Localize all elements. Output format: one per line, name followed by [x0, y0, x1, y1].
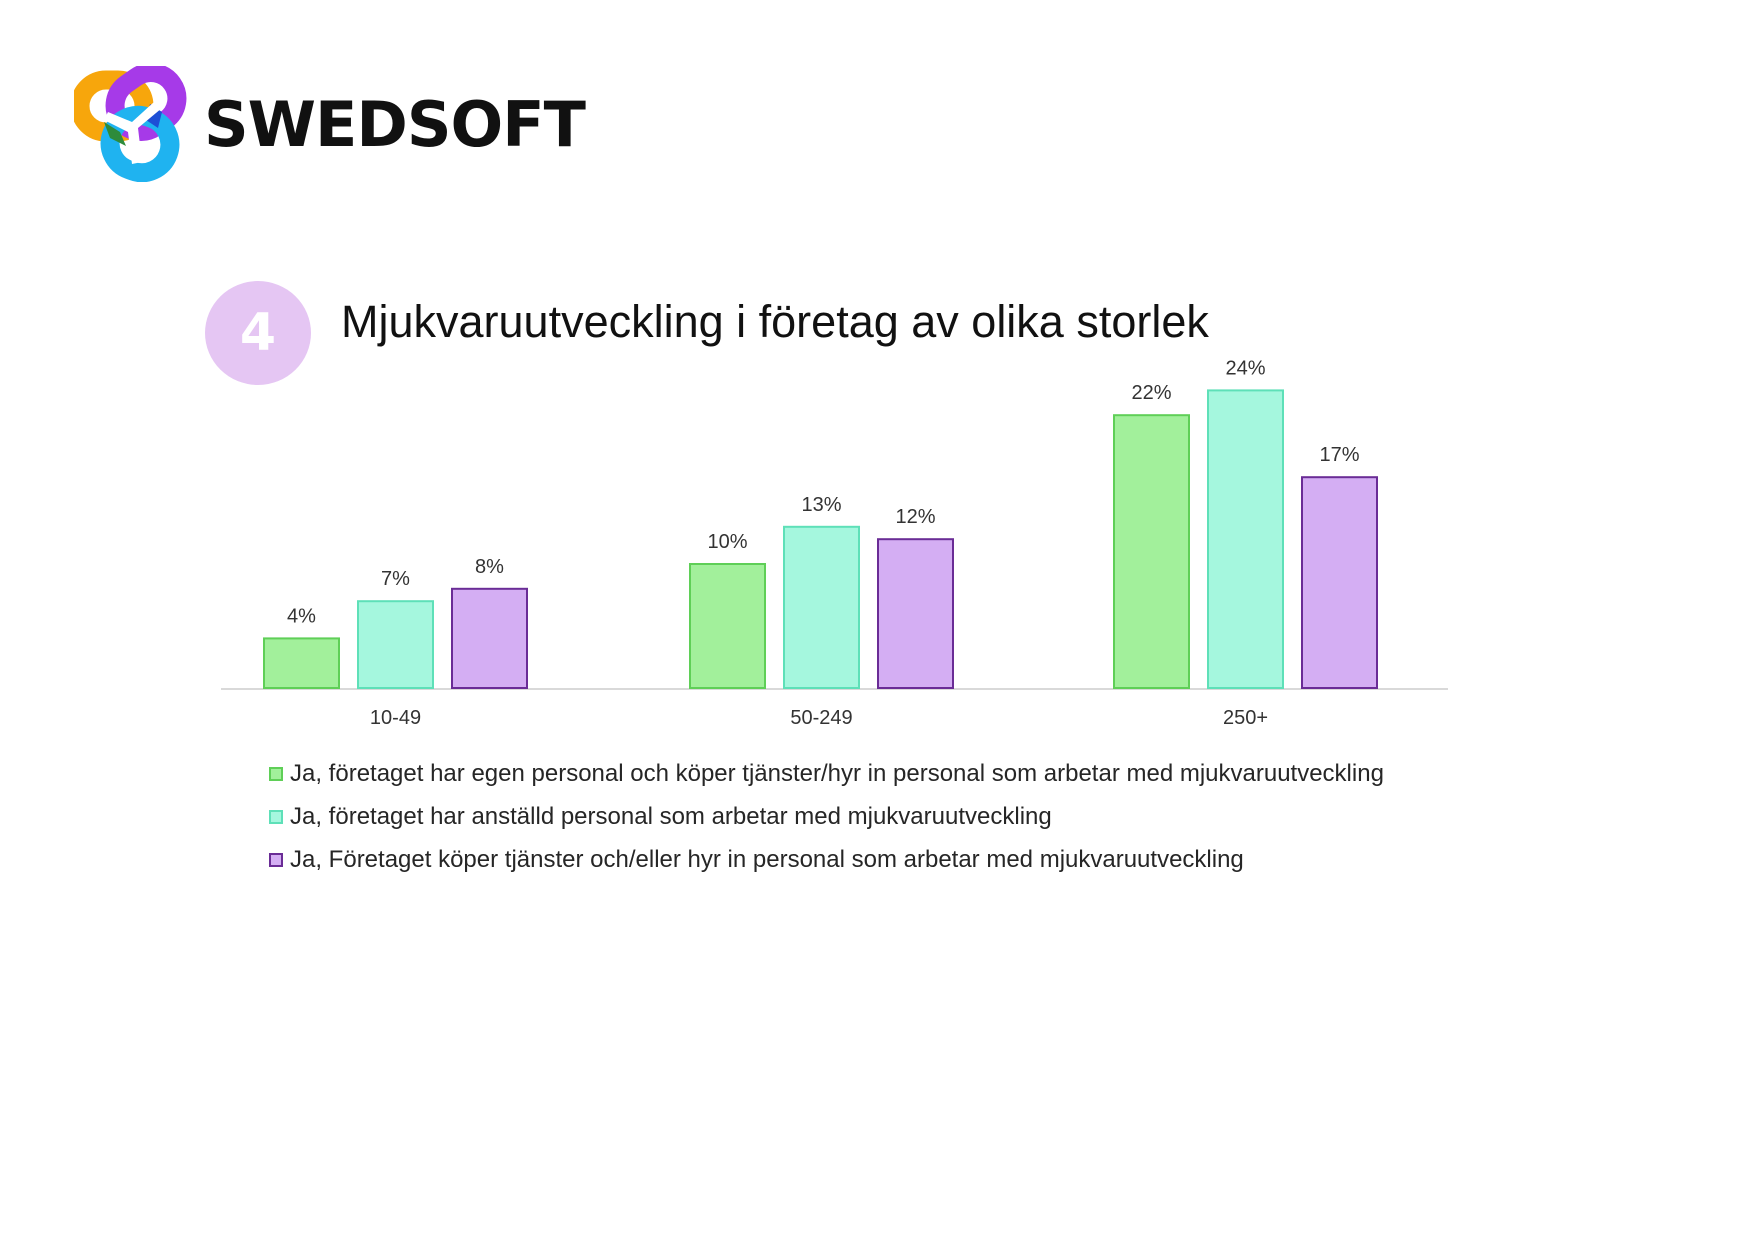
swedsoft-logo-icon: [74, 66, 187, 182]
value-label-3-10-49: 8%: [475, 556, 504, 578]
value-label-1-10-49: 4%: [287, 605, 316, 627]
chart-title: Mjukvaruutveckling i företag av olika st…: [341, 296, 1209, 347]
brand: SWEDSOFT: [74, 66, 586, 182]
category-label-50-249: 50-249: [790, 707, 852, 729]
value-label-3-50-249: 12%: [895, 506, 935, 528]
value-label-3-250+: 17%: [1319, 444, 1359, 466]
bar-2-250+: [1207, 389, 1284, 689]
value-label-1-50-249: 10%: [707, 531, 747, 553]
legend-item-3: Ja, Företaget köper tjänster och/eller h…: [269, 838, 1384, 881]
brand-name: SWEDSOFT: [204, 87, 586, 161]
chart-legend: Ja, företaget har egen personal och köpe…: [269, 752, 1384, 881]
figure-number: 4: [239, 303, 277, 363]
value-label-2-250+: 24%: [1225, 357, 1265, 379]
bar-3-10-49: [451, 587, 528, 689]
bar-chart: 4% 7% 8% 10-49 10% 13% 12% 50-249 22% 24% 17% 250+: [221, 357, 1448, 729]
value-label-2-10-49: 7%: [381, 568, 410, 590]
figure-number-badge: 4: [205, 281, 311, 385]
bar-2-10-49: [357, 600, 434, 690]
bar-1-10-49: [263, 637, 340, 690]
legend-label-3: Ja, Företaget köper tjänster och/eller h…: [290, 845, 1244, 873]
bar-1-250+: [1113, 414, 1190, 689]
legend-swatch-2: [269, 809, 283, 824]
legend-swatch-1: [269, 766, 283, 781]
legend-label-2: Ja, företaget har anställd personal som …: [290, 802, 1052, 830]
bar-3-50-249: [877, 538, 954, 690]
bar-3-250+: [1301, 476, 1378, 690]
value-label-2-50-249: 13%: [801, 494, 841, 516]
legend-item-2: Ja, företaget har anställd personal som …: [269, 795, 1384, 838]
category-label-250+: 250+: [1223, 707, 1268, 729]
bar-1-50-249: [689, 563, 766, 689]
legend-swatch-3: [269, 852, 283, 867]
legend-label-1: Ja, företaget har egen personal och köpe…: [290, 759, 1384, 787]
category-label-10-49: 10-49: [370, 707, 421, 729]
value-label-1-250+: 22%: [1131, 382, 1171, 404]
legend-item-1: Ja, företaget har egen personal och köpe…: [269, 752, 1384, 795]
bar-2-50-249: [783, 525, 860, 689]
